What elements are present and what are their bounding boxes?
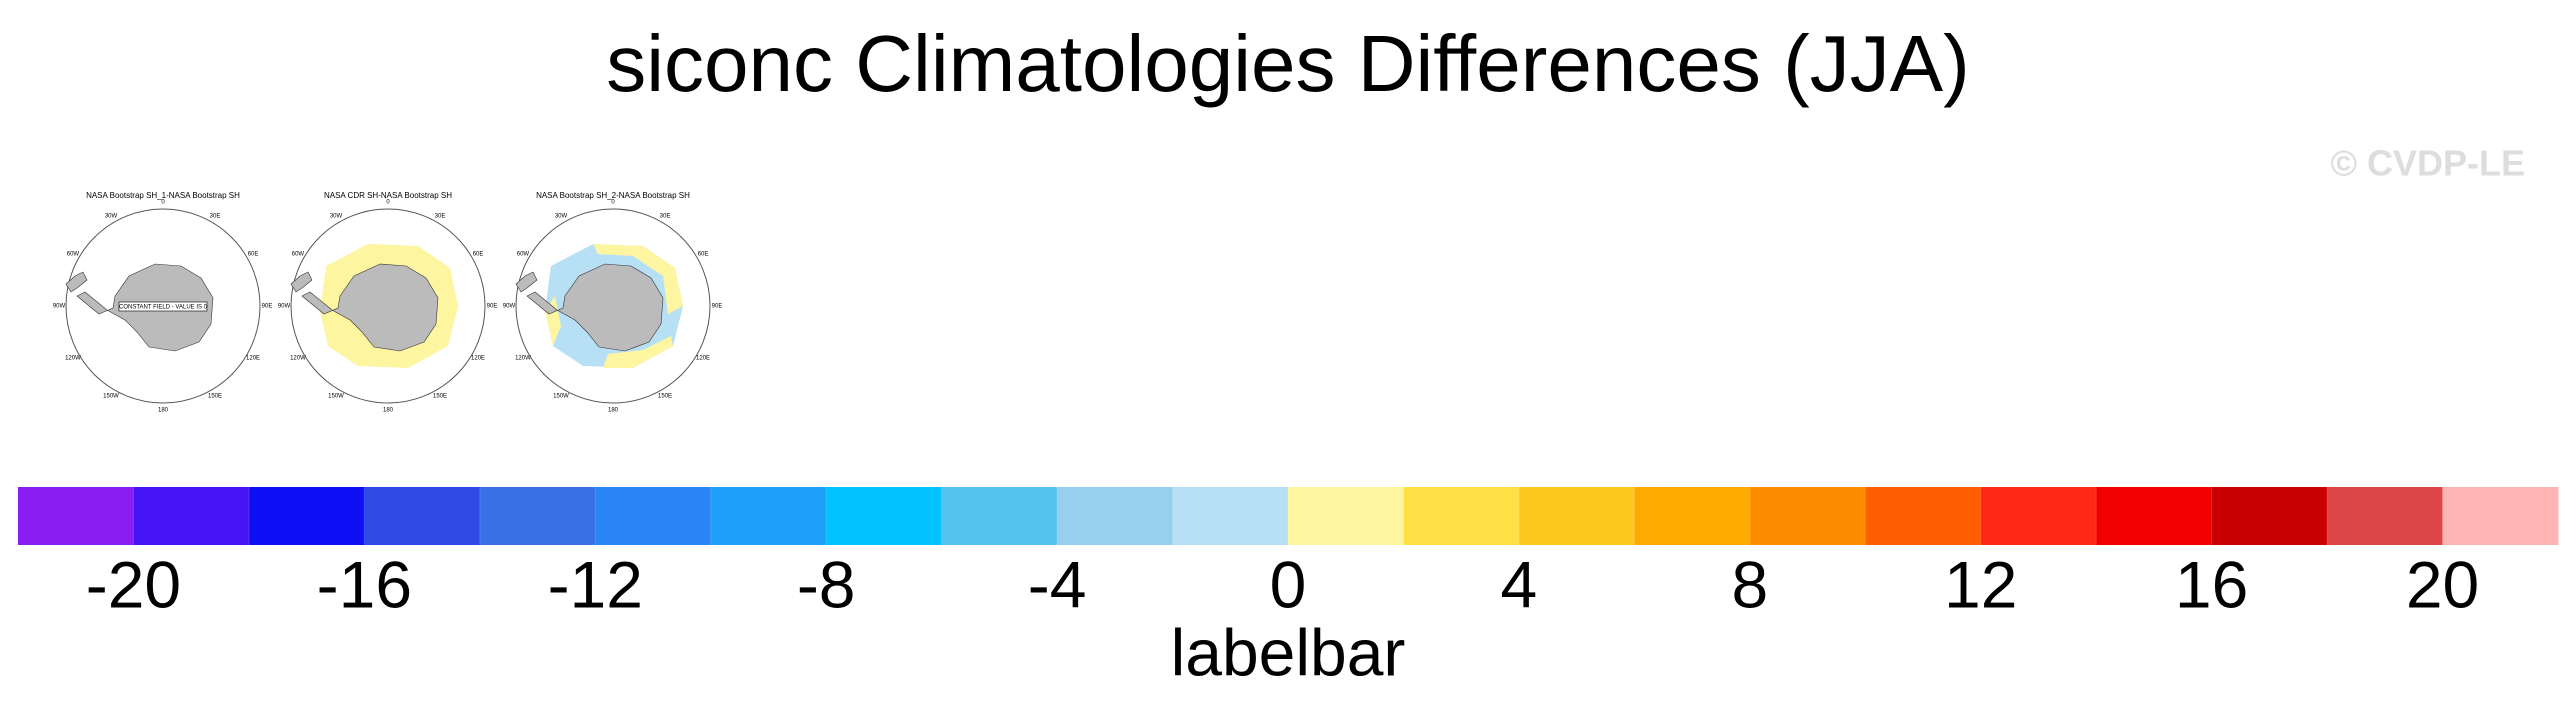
colorbar-box xyxy=(1403,487,1520,545)
colorbar-box xyxy=(1749,487,1866,545)
colorbar-tick-label: 16 xyxy=(2175,547,2248,621)
longitude-label: 150W xyxy=(103,394,119,400)
note-box xyxy=(118,301,208,312)
colorbar-tick-label: 12 xyxy=(1944,547,2017,621)
colorbar-tick-label: -4 xyxy=(1028,547,1087,621)
longitude-label: 120E xyxy=(471,356,485,362)
longitude-label: 60E xyxy=(473,252,484,258)
longitude-label: 120W xyxy=(515,356,531,362)
map-panel: CONSTANT FIELD - VALUE IS 0 xyxy=(65,208,261,404)
longitude-label: 180 xyxy=(608,408,619,414)
longitude-label: 0 xyxy=(386,200,390,206)
panel-title: NASA Bootstrap SH_2-NASA Bootstrap SH xyxy=(536,191,690,200)
longitude-label: 0 xyxy=(611,200,615,206)
colorbar-box xyxy=(826,487,943,545)
colorbar-box xyxy=(248,487,365,545)
longitude-label: 150W xyxy=(553,394,569,400)
colorbar-box xyxy=(364,487,481,545)
longitude-label: 90W xyxy=(278,304,291,310)
longitude-label: 120E xyxy=(696,356,710,362)
colorbar-box xyxy=(1172,487,1289,545)
panel-title: NASA CDR SH-NASA Bootstrap SH xyxy=(324,191,452,200)
map-panel xyxy=(290,208,486,404)
longitude-label: 150E xyxy=(433,394,447,400)
field xyxy=(603,336,673,368)
colorbar-box xyxy=(710,487,827,545)
longitude-label: 60W xyxy=(67,252,80,258)
longitude-label: 30E xyxy=(210,214,221,220)
field xyxy=(593,244,683,314)
watermark: © CVDP-LE xyxy=(2330,143,2525,184)
colorbar-box xyxy=(2211,487,2328,545)
colorbar-box xyxy=(2096,487,2213,545)
longitude-label: 30E xyxy=(435,214,446,220)
colorbar-box xyxy=(1865,487,1982,545)
colorbar-box xyxy=(2442,487,2559,545)
longitude-label: 180 xyxy=(158,408,169,414)
longitude-label: 90E xyxy=(712,304,723,310)
longitude-label: 30E xyxy=(660,214,671,220)
longitude-label: 90W xyxy=(503,304,516,310)
longitude-label: 60W xyxy=(292,252,305,258)
longitude-label: 30W xyxy=(555,214,568,220)
colorbar-tick-label: -8 xyxy=(797,547,856,621)
longitude-label: 150W xyxy=(328,394,344,400)
longitude-label: 150E xyxy=(208,394,222,400)
longitude-label: 30W xyxy=(330,214,343,220)
longitude-label: 120E xyxy=(246,356,260,362)
panel-note: CONSTANT FIELD - VALUE IS 0 xyxy=(119,305,208,311)
panel-title: NASA Bootstrap SH_1-NASA Bootstrap SH xyxy=(86,191,240,200)
longitude-label: 60E xyxy=(248,252,259,258)
colorbar-tick-label: -20 xyxy=(86,547,181,621)
colorbar-box xyxy=(595,487,712,545)
colorbar-box xyxy=(1288,487,1404,545)
longitude-label: 120W xyxy=(65,356,81,362)
longitude-label: 60W xyxy=(517,252,530,258)
colorbar-box xyxy=(479,487,596,545)
longitude-label: 90W xyxy=(53,304,66,310)
colorbar-label: labelbar xyxy=(1171,615,1406,689)
longitude-label: 0 xyxy=(161,200,165,206)
longitude-label: 90E xyxy=(262,304,273,310)
colorbar-box xyxy=(2327,487,2444,545)
longitude-label: 90E xyxy=(487,304,498,310)
colorbar-box xyxy=(18,487,134,545)
colorbar-tick-label: -12 xyxy=(548,547,643,621)
map-panel xyxy=(515,208,711,404)
colorbar-tick-label: 4 xyxy=(1501,547,1538,621)
colorbar-tick-label: 20 xyxy=(2406,547,2479,621)
title: siconc Climatologies Differences (JJA) xyxy=(606,19,1969,108)
colorbar-box xyxy=(1518,487,1635,545)
longitude-label: 30W xyxy=(105,214,118,220)
colorbar-box xyxy=(941,487,1058,545)
colorbar-tick-label: -16 xyxy=(317,547,412,621)
colorbar-box xyxy=(1634,487,1751,545)
longitude-label: 180 xyxy=(383,408,394,414)
colorbar-box xyxy=(1980,487,2097,545)
colorbar-tick-label: 0 xyxy=(1270,547,1307,621)
longitude-label: 120W xyxy=(290,356,306,362)
colorbar-tick-label: 8 xyxy=(1731,547,1768,621)
longitude-label: 60E xyxy=(698,252,709,258)
longitude-label: 150E xyxy=(658,394,672,400)
colorbar-box xyxy=(133,487,250,545)
colorbar-box xyxy=(1057,487,1174,545)
